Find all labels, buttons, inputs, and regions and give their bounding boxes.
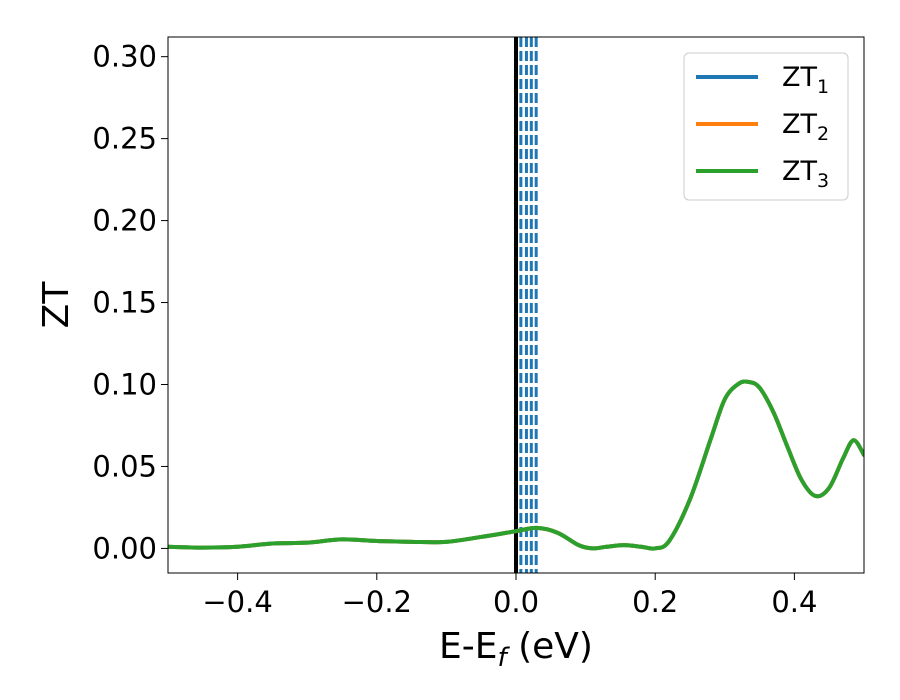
x-tick-label: −0.4 xyxy=(202,585,272,619)
y-tick-label: 0.05 xyxy=(92,449,157,483)
y-tick-label: 0.30 xyxy=(92,40,157,74)
y-axis: 0.00 0.05 0.10 0.15 0.20 0.25 0.30 xyxy=(92,40,168,565)
plot-area xyxy=(168,37,864,573)
y-tick-label: 0.10 xyxy=(92,367,157,401)
x-axis-title: E-Ef (eV) xyxy=(439,626,593,673)
x-tick-label: 0.0 xyxy=(493,585,539,619)
series-layer xyxy=(168,379,864,551)
series-line-zt3 xyxy=(168,379,864,551)
y-axis-title: ZT xyxy=(36,281,77,329)
legend-label-zt1: ZT1 xyxy=(782,62,829,98)
legend-frame xyxy=(683,52,849,201)
x-axis: −0.4 −0.2 0.0 0.2 0.4 xyxy=(202,573,817,619)
y-tick-label: 0.25 xyxy=(92,122,157,156)
y-tick-label: 0.00 xyxy=(92,531,157,565)
x-tick-label: 0.2 xyxy=(632,585,678,619)
x-tick-label: −0.2 xyxy=(342,585,412,619)
legend: ZT1 ZT2 ZT3 xyxy=(683,52,849,201)
reference-lines xyxy=(514,37,538,573)
y-tick-label: 0.20 xyxy=(92,204,157,238)
legend-label-zt3: ZT3 xyxy=(782,156,829,192)
x-tick-label: 0.4 xyxy=(771,585,817,619)
legend-label-zt2: ZT2 xyxy=(782,109,829,145)
y-tick-label: 0.15 xyxy=(92,286,157,320)
